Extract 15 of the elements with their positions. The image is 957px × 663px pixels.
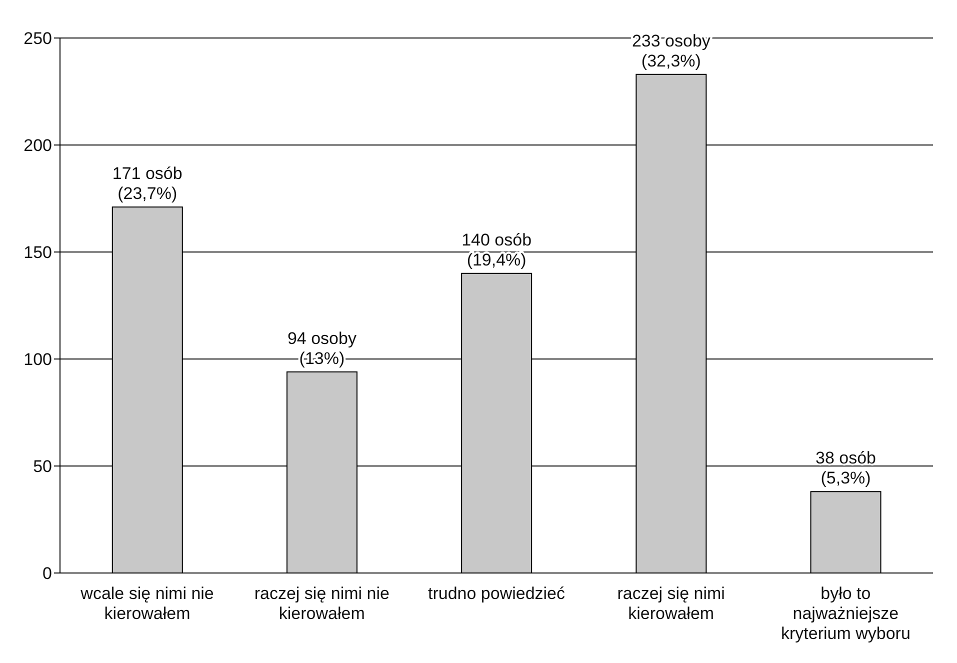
- x-tick-label: raczej się nimi nie kierowałem: [254, 584, 390, 623]
- y-tick-label: 200: [24, 136, 52, 156]
- x-tick-label: było to najważniejsze kryterium wyboru: [780, 584, 910, 643]
- bar: [810, 491, 882, 573]
- data-label: 140 osób (19,4%): [462, 230, 532, 270]
- x-tick-label: raczej się nimi kierowałem: [617, 584, 725, 623]
- data-label: 38 osób (5,3%): [816, 448, 876, 488]
- y-tick-label: 50: [33, 457, 52, 476]
- data-label: 171 osób (23,7%): [112, 164, 182, 204]
- y-tick-label: 250: [24, 29, 52, 48]
- y-tick-label: 150: [24, 243, 52, 262]
- y-tick-label: 100: [24, 350, 52, 370]
- x-tick-label: wcale się nimi nie kierowałem: [80, 584, 214, 623]
- y-tick-label: 0: [42, 564, 52, 584]
- x-tick-label: trudno powiedzieć: [428, 584, 566, 603]
